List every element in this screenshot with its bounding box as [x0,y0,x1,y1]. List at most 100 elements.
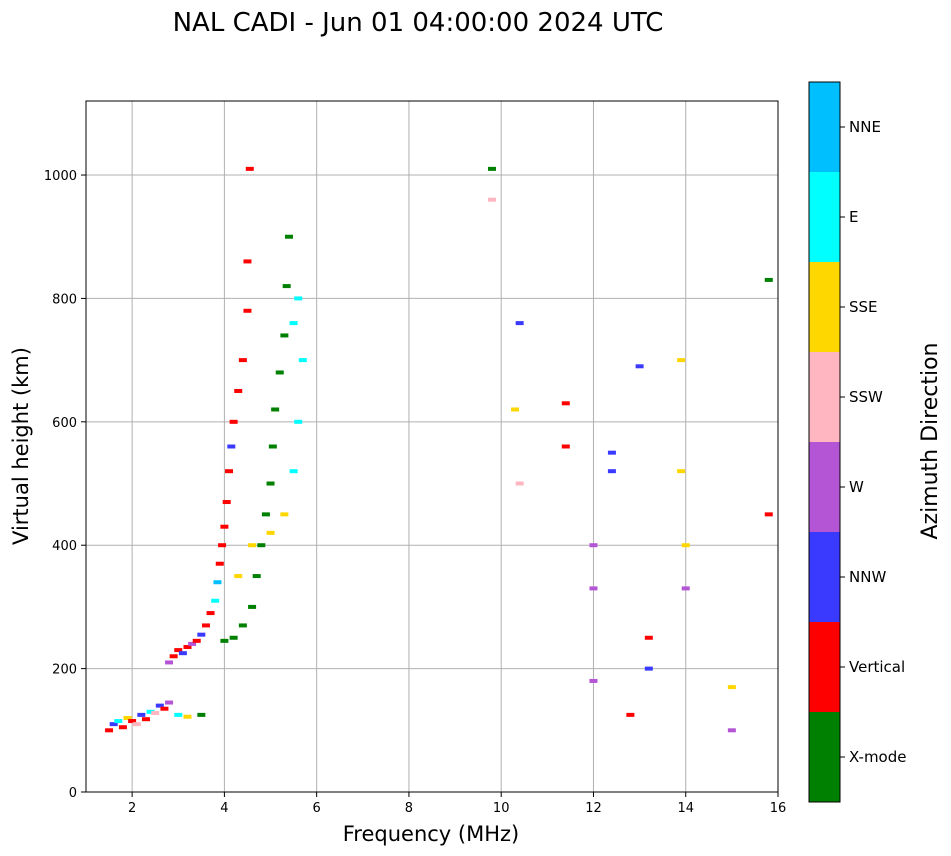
data-point [105,728,114,733]
data-point [201,623,210,628]
data-point [169,654,178,659]
data-point [197,632,206,637]
data-point [284,234,293,239]
data-point [294,296,303,301]
data-point [515,321,524,326]
data-point [183,645,192,650]
data-point [213,580,222,585]
data-point [146,709,155,714]
data-point [252,574,261,579]
colorbar-tick-label: NNW [849,568,886,586]
data-point [266,481,275,486]
data-point [132,722,141,727]
colorbar-segment [809,352,840,442]
data-point [561,401,570,406]
data-point [257,543,266,548]
colorbar-frame [808,81,841,803]
data-point [165,700,174,705]
data-point [681,586,690,591]
data-point [238,358,247,363]
y-tick-label: 400 [52,539,77,554]
data-point [289,469,298,474]
data-point [289,321,298,326]
data-point [677,358,686,363]
data-point [268,444,277,449]
data-point [211,598,220,603]
data-point [118,725,127,730]
x-tick-label: 4 [220,801,228,816]
data-point [192,638,201,643]
data-point [229,419,238,424]
data-point [248,604,257,609]
data-point [607,450,616,455]
data-point [215,561,224,566]
data-point [229,635,238,640]
data-point [487,197,496,202]
data-point [165,660,174,665]
colorbar-label: Azimuth Direction [918,342,943,539]
colorbar-segment [809,712,840,802]
y-axis: 0 200 400 600 800 1000 [44,169,86,801]
data-point [238,623,247,628]
colorbar-segment [809,262,840,352]
data-point [141,717,150,722]
x-tick-label: 6 [313,801,321,816]
data-point [243,308,252,313]
colorbar-tick-label: Vertical [849,658,905,676]
data-point [607,469,616,474]
data-point [487,166,496,171]
colorbar-segment [809,442,840,532]
x-tick-label: 2 [128,801,136,816]
x-tick-label: 8 [405,801,413,816]
data-point [280,333,289,338]
data-point [178,651,187,656]
colorbar-segment [809,622,840,712]
colorbar-tick-label: NNE [849,118,881,136]
data-points [105,166,773,733]
y-axis-label: Virtual height (km) [9,347,33,545]
data-point [589,543,598,548]
data-point [644,635,653,640]
data-point [114,719,123,724]
colorbar-tick-label: SSW [849,388,883,406]
plot-frame [85,100,779,793]
colorbar-segment [809,172,840,262]
data-point [137,712,146,717]
data-point [222,500,231,505]
y-tick-label: 0 [69,786,77,801]
y-tick-label: 200 [52,663,77,678]
plot-area [86,101,778,792]
data-point [764,277,773,282]
data-point [197,712,206,717]
data-point [123,715,132,720]
colorbar-tick-label: E [849,208,858,226]
colorbar-tick-label: X-mode [849,748,906,766]
data-point [589,586,598,591]
data-point [174,648,183,653]
data-point [234,574,243,579]
data-point [220,524,229,529]
data-point [561,444,570,449]
data-point [109,722,118,727]
data-point [183,714,192,719]
data-point [155,703,164,708]
y-tick-label: 600 [52,416,77,431]
grid [86,101,779,793]
data-point [275,370,284,375]
data-point [151,711,160,716]
data-point [218,543,227,548]
data-point [764,512,773,517]
data-point [681,543,690,548]
data-point [243,259,252,264]
data-point [511,407,520,412]
colorbar: X-mode Vertical NNW W SSW SSE E NNE [808,81,906,803]
data-point [206,611,215,616]
x-tick-label: 10 [493,801,510,816]
data-point [626,712,635,717]
data-point [677,469,686,474]
data-point [644,666,653,671]
data-point [220,638,229,643]
data-point [128,719,137,724]
data-point [245,166,254,171]
